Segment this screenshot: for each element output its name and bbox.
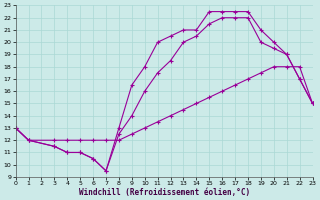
X-axis label: Windchill (Refroidissement éolien,°C): Windchill (Refroidissement éolien,°C) [78,188,250,197]
